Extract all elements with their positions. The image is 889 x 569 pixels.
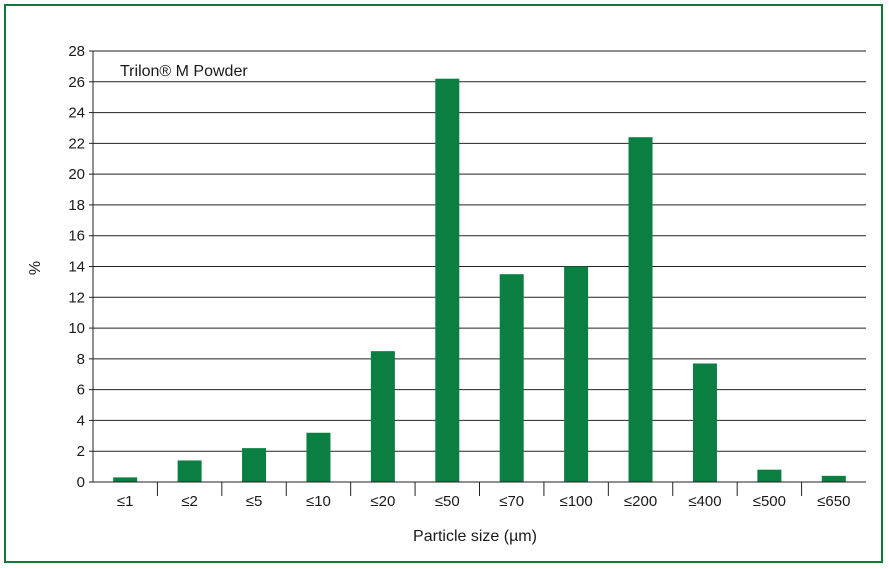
y-tick-label: 20 bbox=[68, 166, 85, 183]
bar-1 bbox=[177, 460, 202, 482]
y-tick-label: 10 bbox=[68, 320, 85, 337]
x-tick-label: ≤70 bbox=[499, 493, 524, 510]
bar-9 bbox=[692, 363, 717, 482]
y-tick-label: 28 bbox=[68, 43, 85, 60]
gridlines bbox=[89, 50, 866, 483]
y-tick-label: 6 bbox=[77, 382, 85, 399]
x-tick-label: ≤5 bbox=[246, 493, 263, 510]
bars bbox=[113, 78, 846, 482]
bar-0 bbox=[113, 477, 138, 482]
y-tick-label: 16 bbox=[68, 228, 85, 245]
bar-5 bbox=[435, 78, 460, 482]
series-label: Trilon® M Powder bbox=[120, 63, 248, 80]
bar-6 bbox=[499, 274, 524, 482]
bar-8 bbox=[628, 137, 653, 482]
x-tick-label: ≤10 bbox=[306, 493, 331, 510]
x-tick-label: ≤650 bbox=[817, 493, 850, 510]
y-tick-label: 8 bbox=[77, 351, 85, 368]
x-tick-label: ≤20 bbox=[370, 493, 395, 510]
y-tick-label: 0 bbox=[77, 474, 85, 491]
x-tick-label: ≤1 bbox=[117, 493, 134, 510]
x-tick-label: ≤50 bbox=[435, 493, 460, 510]
x-tick-label: ≤400 bbox=[688, 493, 721, 510]
bar-2 bbox=[242, 448, 267, 482]
x-tick-label: ≤500 bbox=[753, 493, 786, 510]
y-tick-label: 4 bbox=[77, 412, 85, 429]
x-tick-labels: ≤1 ≤2 ≤5 ≤10 ≤20 ≤50 ≤70 ≤100 ≤200 ≤400 ≤500 ≤650 bbox=[117, 482, 850, 510]
bar-11 bbox=[821, 475, 846, 482]
y-tick-label: 14 bbox=[68, 259, 85, 276]
bar-3 bbox=[306, 432, 331, 482]
x-tick-label: ≤100 bbox=[559, 493, 592, 510]
y-tick-label: 22 bbox=[68, 135, 85, 152]
bar-10 bbox=[757, 469, 782, 482]
y-axis-title: % bbox=[27, 261, 44, 275]
x-tick-label: ≤200 bbox=[624, 493, 657, 510]
x-tick-label: ≤2 bbox=[181, 493, 198, 510]
y-tick-label: 24 bbox=[68, 105, 85, 122]
y-tick-label: 2 bbox=[77, 443, 85, 460]
bar-4 bbox=[370, 351, 395, 482]
y-tick-label: 12 bbox=[68, 289, 85, 306]
x-axis-title: Particle size (µm) bbox=[413, 528, 537, 545]
bar-7 bbox=[564, 266, 589, 482]
y-tick-label: 26 bbox=[68, 74, 85, 91]
y-tick-label: 18 bbox=[68, 197, 85, 214]
